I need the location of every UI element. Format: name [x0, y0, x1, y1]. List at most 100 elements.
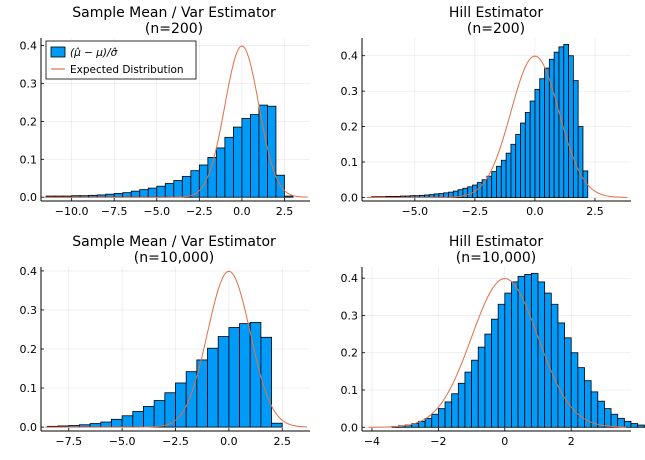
panel-3-bars: [47, 322, 283, 428]
y-tick-label: 0.3: [341, 85, 359, 98]
panel-3-expected-curve: [45, 270, 307, 428]
histogram-bar: [153, 400, 166, 428]
histogram-bar: [271, 422, 283, 428]
histogram-bar: [217, 336, 230, 428]
legend-bar-swatch: [50, 46, 66, 58]
x-tick-label: 0.0: [526, 205, 544, 218]
panel-2: Hill Estimator (n=200) −5.0 −2.5 0.0 2.5 0.…: [341, 5, 631, 218]
histogram-bar: [175, 382, 187, 428]
histogram-bar: [590, 391, 599, 428]
histogram-bar: [250, 114, 260, 198]
histogram-bar: [111, 418, 123, 428]
histogram-bar: [517, 275, 526, 428]
y-tick-label: 0.4: [20, 40, 38, 53]
histogram-bar: [524, 112, 531, 198]
y-tick-label: 0.0: [341, 421, 359, 434]
panel-2-axes: [361, 38, 631, 202]
histogram-bar: [164, 183, 175, 198]
histogram-bar: [497, 303, 506, 428]
histogram-bar: [572, 80, 579, 198]
histogram-bar: [504, 292, 512, 428]
histogram-bar: [510, 143, 517, 198]
histogram-bar: [467, 186, 473, 198]
x-tick-label: 0.0: [220, 435, 238, 448]
histogram-bar: [241, 117, 251, 198]
histogram-bar: [173, 180, 183, 198]
histogram-bar: [484, 333, 492, 428]
histogram-bar: [500, 159, 507, 198]
histogram-bar: [553, 51, 560, 198]
histogram-bar: [132, 411, 144, 428]
histogram-bar: [491, 318, 499, 428]
histogram-bar: [544, 67, 550, 198]
y-tick-label: 0.0: [20, 191, 38, 204]
y-tick-label: 0.2: [341, 121, 359, 134]
histogram-bar: [121, 415, 134, 428]
histogram-bar: [597, 400, 605, 428]
y-tick-label: 0.3: [20, 77, 38, 90]
histogram-bar: [511, 281, 519, 428]
histogram-bar: [558, 46, 565, 198]
histogram-bar: [630, 423, 639, 428]
panel-2-x-ticks: −5.0 −2.5 0.0 2.5: [401, 198, 604, 218]
x-tick-label: −2.5: [162, 435, 189, 448]
x-tick-label: −2: [430, 435, 446, 448]
panel-4-subtitle: (n=10,000): [456, 250, 537, 266]
histogram-bar: [563, 43, 569, 198]
panel-3-subtitle: (n=10,000): [134, 250, 215, 266]
histogram-bar: [515, 133, 521, 198]
panel-1-axes: [40, 38, 310, 202]
histogram-bar: [505, 152, 512, 198]
y-tick-label: 0.2: [20, 115, 38, 128]
x-tick-label: 2.5: [273, 435, 291, 448]
x-tick-label: 2: [568, 435, 575, 448]
histogram-bar: [198, 164, 209, 198]
panel-1-x-ticks: −10.0 −7.5 −5.0 −2.5 0.0 2.5: [55, 198, 293, 218]
histogram-bar: [491, 171, 497, 198]
histogram-bar: [564, 337, 572, 428]
histogram-bar: [604, 408, 612, 428]
panel-2-bars: [371, 43, 589, 198]
y-tick-label: 0.1: [20, 153, 38, 166]
histogram-bar: [185, 371, 198, 428]
panel-4-bars: [391, 272, 645, 428]
histogram-bar: [637, 424, 645, 428]
y-tick-label: 0.1: [20, 382, 38, 395]
x-tick-label: 0: [501, 435, 508, 448]
legend-box: [45, 40, 197, 80]
histogram-bar: [610, 413, 619, 428]
histogram-bar: [477, 346, 486, 428]
panel-1-expected-curve: [44, 45, 308, 198]
x-tick-label: −5.0: [143, 205, 170, 218]
histogram-bar: [570, 352, 579, 428]
histogram-bar: [557, 322, 565, 428]
histogram-bar: [139, 189, 149, 198]
panel-4-expected-curve: [368, 278, 627, 428]
histogram-bar: [457, 382, 466, 428]
histogram-bar: [143, 405, 155, 428]
x-tick-label: −2.5: [186, 205, 213, 218]
x-tick-label: −4: [364, 435, 380, 448]
histogram-bar: [89, 423, 102, 428]
panel-3-title: Sample Mean / Var Estimator: [72, 234, 276, 250]
histogram-bar: [444, 401, 453, 428]
histogram-bar: [520, 122, 526, 198]
x-tick-label: −5.0: [109, 435, 136, 448]
histogram-bar: [224, 136, 234, 198]
y-tick-label: 0.0: [341, 191, 359, 204]
histogram-bar: [568, 55, 574, 198]
panel-3-y-ticks: 0.0 0.1 0.2 0.3 0.4: [20, 265, 44, 434]
histogram-bar: [100, 421, 112, 428]
histogram-bar: [617, 417, 625, 428]
y-tick-label: 0.2: [20, 343, 38, 356]
panel-2-y-ticks: 0.0 0.1 0.2 0.3 0.4: [341, 50, 365, 204]
histogram-bar: [228, 327, 240, 428]
histogram-bar: [147, 187, 158, 198]
y-tick-label: 0.3: [20, 304, 38, 317]
histogram-bar: [113, 193, 124, 198]
panel-3-x-ticks: −7.5 −5.0 −2.5 0.0 2.5: [55, 428, 291, 448]
y-tick-label: 0.4: [341, 272, 359, 285]
panel-3: Sample Mean / Var Estimator (n=10,000) −…: [20, 234, 310, 448]
panel-4-x-ticks: −4 −2 0 2: [364, 428, 575, 448]
